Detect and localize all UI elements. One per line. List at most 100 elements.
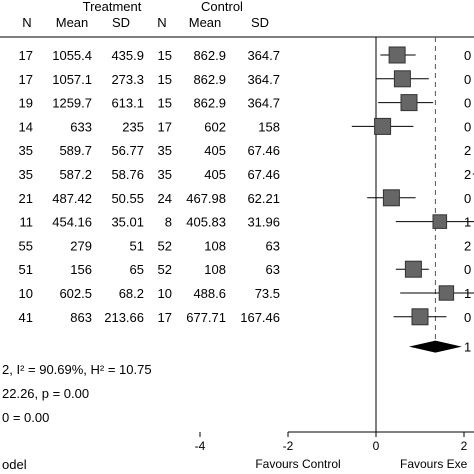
x-tick-label: 0 [373, 439, 380, 453]
plot-marks: 0 0 0 0 2 2 0 1 2 0 1 0 1 [351, 37, 474, 432]
effect-estimate-label: 2 [464, 143, 471, 158]
treatment-mean-cell: 454.16 [52, 215, 92, 230]
control-n-cell: 10 [158, 286, 172, 301]
control-header: Control [201, 0, 243, 14]
treatment-n-cell: 21 [19, 191, 33, 206]
control-n-cell: 35 [158, 143, 172, 158]
treatment-sd-cell: 213.66 [104, 310, 144, 325]
control-sd-cell: 167.46 [240, 310, 280, 325]
effect-estimate-label: 0 [464, 262, 471, 277]
effect-estimate-label: 0 [464, 119, 471, 134]
overall-diamond [409, 340, 462, 353]
x-axis: -4-2024 [195, 432, 468, 453]
control-sd-cell: 31.96 [247, 215, 280, 230]
heterogeneity-text: 2, I² = 90.69%, H² = 10.75 [2, 362, 152, 377]
effect-estimate-label: 0 [464, 72, 471, 87]
effect-square [438, 285, 455, 301]
treatment-sd-cell: 235 [122, 119, 144, 134]
control-mean-cell: 467.98 [186, 191, 226, 206]
control-n-cell: 52 [158, 262, 172, 277]
control-sd-cell: 364.7 [247, 96, 280, 111]
treatment-mean-cell: 633 [70, 119, 92, 134]
treatment-n-cell: 11 [20, 215, 34, 230]
x-tick-label: -2 [283, 439, 294, 453]
effect-estimate-label: 1 [464, 215, 471, 230]
treatment-sd-cell: 50.55 [111, 191, 144, 206]
model-text: odel [2, 457, 27, 472]
treatment-n-cell: 35 [19, 143, 33, 158]
control-n-cell: 17 [158, 119, 172, 134]
treatment-n-cell: 17 [19, 72, 33, 87]
treatment-mean-cell: 487.42 [52, 191, 92, 206]
treatment-sd-cell: 613.1 [111, 96, 144, 111]
treatment-mean-cell: 156 [70, 262, 92, 277]
treatment-mean-cell: 587.2 [59, 167, 92, 182]
treatment-n-cell: 55 [19, 238, 33, 253]
treatment-sd-cell: 56.77 [111, 143, 144, 158]
treatment-n-cell: 10 [19, 286, 33, 301]
control-sd-cell: 63 [266, 262, 280, 277]
control-n-cell: 8 [165, 215, 172, 230]
control-mean-cell: 862.9 [193, 72, 226, 87]
effect-square [382, 189, 400, 207]
effect-square [374, 117, 392, 135]
treatment-sd-cell: 35.01 [111, 215, 144, 230]
study-rows: 17 1055.4 435.9 15 862.9 364.7 17 1057.1 273.3 15… [19, 48, 280, 325]
treatment-mean-cell: 1055.4 [52, 48, 92, 63]
control-mean-cell: 677.71 [186, 310, 226, 325]
overall-estimate-label: 1 [464, 340, 471, 355]
x-tick-label: 2 [461, 439, 468, 453]
test-theta-text: 0 = 0.00 [2, 410, 49, 425]
x-tick-label: -4 [195, 439, 206, 453]
control-mean-cell: 405 [204, 143, 226, 158]
control-n-cell: 17 [158, 310, 172, 325]
treatment-mean-cell: 1259.7 [52, 96, 92, 111]
control-n-header: N [157, 15, 166, 30]
effect-estimate-label: 1 [464, 286, 471, 301]
control-sd-cell: 63 [266, 238, 280, 253]
effect-square [411, 308, 429, 326]
treatment-mean-cell: 1057.1 [52, 72, 92, 87]
effect-square [400, 94, 418, 112]
favours-experimental-label: Favours Exe [400, 457, 468, 471]
treatment-n-cell: 19 [19, 96, 33, 111]
treatment-mean-cell: 279 [70, 238, 92, 253]
control-sd-header: SD [251, 15, 269, 30]
control-mean-cell: 405 [204, 167, 226, 182]
control-n-cell: 15 [158, 96, 172, 111]
treatment-n-cell: 35 [19, 167, 33, 182]
treatment-n-header: N [22, 15, 31, 30]
control-sd-cell: 67.46 [247, 143, 280, 158]
effect-estimate-label: 0 [464, 191, 471, 206]
effect-estimate-label: 0 [464, 48, 471, 63]
treatment-header: Treatment [83, 0, 142, 14]
effect-estimate-label: 0 [464, 310, 471, 325]
treatment-n-cell: 41 [19, 310, 33, 325]
effect-estimate-label: 2 [464, 238, 471, 253]
control-n-cell: 52 [158, 238, 172, 253]
control-n-cell: 24 [158, 191, 172, 206]
control-sd-cell: 67.46 [247, 167, 280, 182]
treatment-sd-cell: 58.76 [111, 167, 144, 182]
effect-square [393, 70, 411, 88]
control-mean-cell: 862.9 [193, 96, 226, 111]
treatment-sd-cell: 435.9 [111, 48, 144, 63]
control-sd-cell: 73.5 [255, 286, 280, 301]
control-n-cell: 15 [158, 48, 172, 63]
treatment-sd-header: SD [112, 15, 130, 30]
control-sd-cell: 364.7 [247, 48, 280, 63]
control-mean-cell: 862.9 [193, 48, 226, 63]
effect-square [432, 214, 448, 229]
treatment-mean-cell: 602.5 [59, 286, 92, 301]
treatment-sd-cell: 65 [130, 262, 144, 277]
treatment-mean-cell: 589.7 [59, 143, 92, 158]
treatment-sd-cell: 273.3 [111, 72, 144, 87]
effect-estimate-label: 2 [464, 167, 471, 182]
control-mean-cell: 108 [204, 238, 226, 253]
treatment-sd-cell: 68.2 [119, 286, 144, 301]
favours-control-label: Favours Control [255, 457, 340, 471]
treatment-n-cell: 51 [19, 262, 33, 277]
treatment-n-cell: 14 [19, 119, 33, 134]
control-n-cell: 15 [158, 72, 172, 87]
